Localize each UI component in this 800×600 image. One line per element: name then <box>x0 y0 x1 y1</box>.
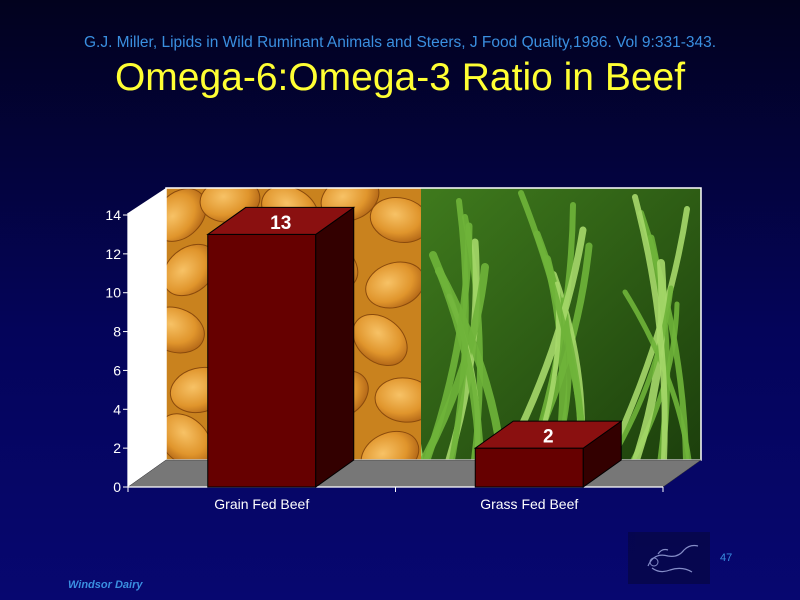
slide-title: Omega-6:Omega-3 Ratio in Beef <box>114 56 686 99</box>
windsor-dairy-logo <box>628 532 710 584</box>
y-tick-label: 14 <box>105 207 121 223</box>
x-category-label: Grass Fed Beef <box>480 496 578 512</box>
y-tick-label: 8 <box>113 324 121 340</box>
cow-drawing-icon <box>647 544 699 573</box>
bar-front <box>207 233 317 488</box>
x-category-label: Grain Fed Beef <box>214 496 309 512</box>
y-tick-label: 6 <box>113 362 121 378</box>
y-tick-label: 2 <box>113 440 121 456</box>
y-tick-label: 0 <box>113 479 121 495</box>
y-tick-label: 10 <box>105 285 121 301</box>
bar-top <box>206 206 356 235</box>
bar-side <box>315 206 355 488</box>
citation: G.J. Miller, Lipids in Wild Ruminant Ani… <box>83 34 717 51</box>
bar: 2 <box>473 420 623 488</box>
bar: 13 <box>206 206 356 488</box>
y-tick-label: 4 <box>113 401 121 417</box>
bar-front <box>474 447 584 488</box>
bar-data-label: 13 <box>270 213 291 234</box>
footer-brand: Windsor Dairy <box>68 579 143 591</box>
bar-top <box>473 420 623 449</box>
y-tick-label: 12 <box>105 246 121 262</box>
bar-data-label: 2 <box>543 427 554 448</box>
chart-left-wall <box>128 188 166 487</box>
grass-background <box>421 188 701 460</box>
page-number: 47 <box>720 552 733 564</box>
